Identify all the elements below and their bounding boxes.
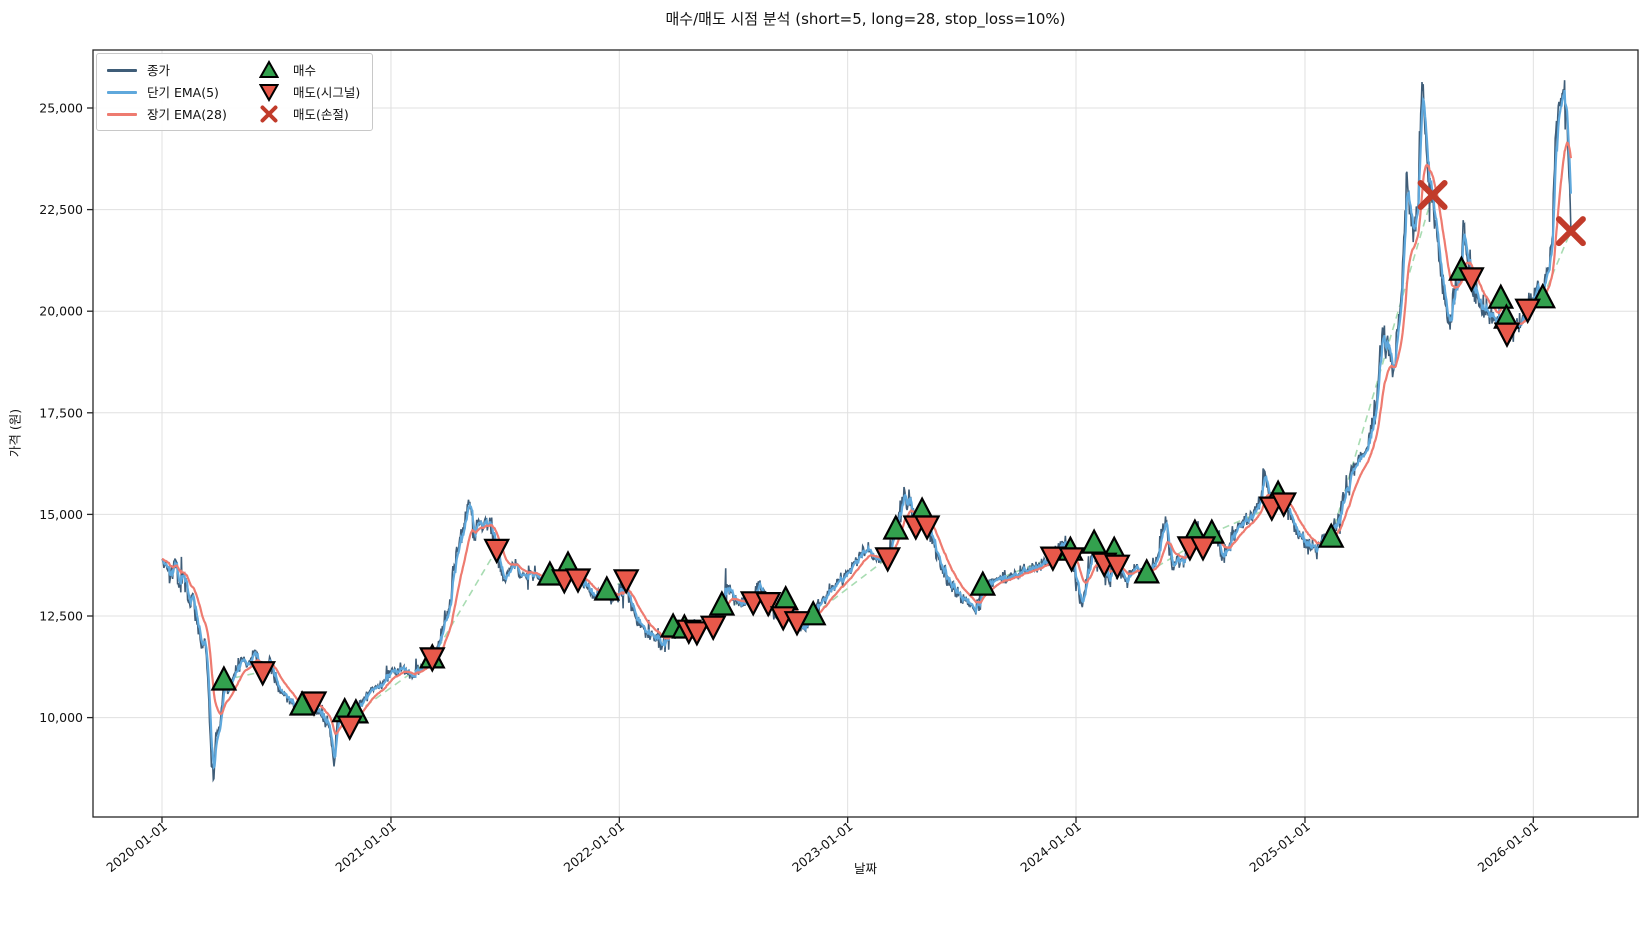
x-axis-label: 날짜	[853, 861, 877, 876]
y-tick-label: 17,500	[39, 405, 83, 420]
sell-signal-marker	[249, 661, 277, 687]
stop-loss-x-icon	[260, 105, 278, 123]
buy-marker	[210, 665, 238, 691]
ema28-line	[161, 141, 1572, 735]
close-price-line	[161, 80, 1572, 783]
sell-signal-marker	[913, 515, 941, 541]
buy-marker	[708, 590, 736, 616]
sell-signal-marker	[1058, 547, 1085, 573]
close-line-sample	[107, 68, 137, 72]
sell-signal-marker	[1039, 546, 1067, 572]
sell-signal-marker	[1189, 536, 1217, 562]
y-tick-label: 15,000	[39, 507, 83, 522]
buy-marker	[593, 575, 621, 601]
buy-marker	[1080, 528, 1108, 554]
trade-connector	[431, 548, 498, 659]
sell-signal-marker	[683, 621, 711, 647]
sell-signal-marker	[1103, 554, 1131, 581]
sell-signal-marker	[1270, 492, 1298, 518]
buy-marker	[1133, 558, 1161, 584]
buy-triangle-icon	[259, 60, 279, 78]
buy-marker	[1317, 522, 1345, 548]
trade-connector	[1211, 506, 1273, 534]
buy-marker	[882, 514, 910, 540]
legend-label-close: 종가	[147, 62, 171, 78]
grid	[93, 50, 1638, 817]
sell-signal-marker	[783, 611, 811, 637]
legend-label-ema28: 장기 EMA(28)	[147, 106, 227, 122]
stop-loss-marker	[1417, 180, 1448, 210]
trade-connector	[1541, 230, 1572, 299]
y-axis-label: 가격 (원)	[7, 408, 23, 458]
ema5-line-sample	[107, 90, 137, 94]
sell-signal-marker	[874, 547, 902, 573]
sell-signal-marker	[336, 715, 364, 741]
sell-signal-marker	[418, 647, 446, 673]
sell-signal-marker	[699, 615, 727, 642]
ema5-line	[161, 89, 1572, 770]
legend-label-ema5: 단기 EMA(5)	[147, 84, 219, 100]
sell-signal-marker	[1514, 298, 1542, 325]
ema28-line-sample	[107, 112, 137, 116]
y-tick-label: 12,500	[39, 609, 83, 624]
stop-loss-marker	[1555, 216, 1586, 247]
plot-border	[92, 49, 1639, 818]
sell-signal-marker	[300, 691, 328, 717]
legend-label-stop-loss: 매도(손절)	[293, 106, 349, 122]
chart-title: 매수/매도 시점 분석 (short=5, long=28, stop_loss…	[665, 10, 1066, 28]
buy-marker	[1487, 283, 1515, 309]
sell-signal-marker	[754, 591, 782, 618]
legend: 종가 매수 단기 EMA(5) 매도(시그널) 장기 EMA(28) 매도(손절…	[96, 53, 374, 131]
sell-triangle-icon	[259, 84, 279, 102]
y-tick-label: 10,000	[39, 710, 83, 725]
sell-signal-marker	[1458, 267, 1485, 293]
legend-label-buy: 매수	[293, 62, 317, 78]
y-tick-label: 25,000	[39, 101, 83, 116]
sell-signal-marker	[1493, 322, 1521, 348]
sell-signal-marker	[483, 538, 511, 565]
legend-label-sell-signal: 매도(시그널)	[293, 84, 361, 100]
sell-signal-marker	[564, 568, 592, 594]
y-tick-label: 22,500	[39, 202, 83, 217]
buy-marker	[969, 570, 997, 596]
sell-signal-marker	[612, 569, 640, 595]
trade-connector	[1146, 546, 1191, 574]
y-tick-label: 20,000	[39, 304, 83, 319]
